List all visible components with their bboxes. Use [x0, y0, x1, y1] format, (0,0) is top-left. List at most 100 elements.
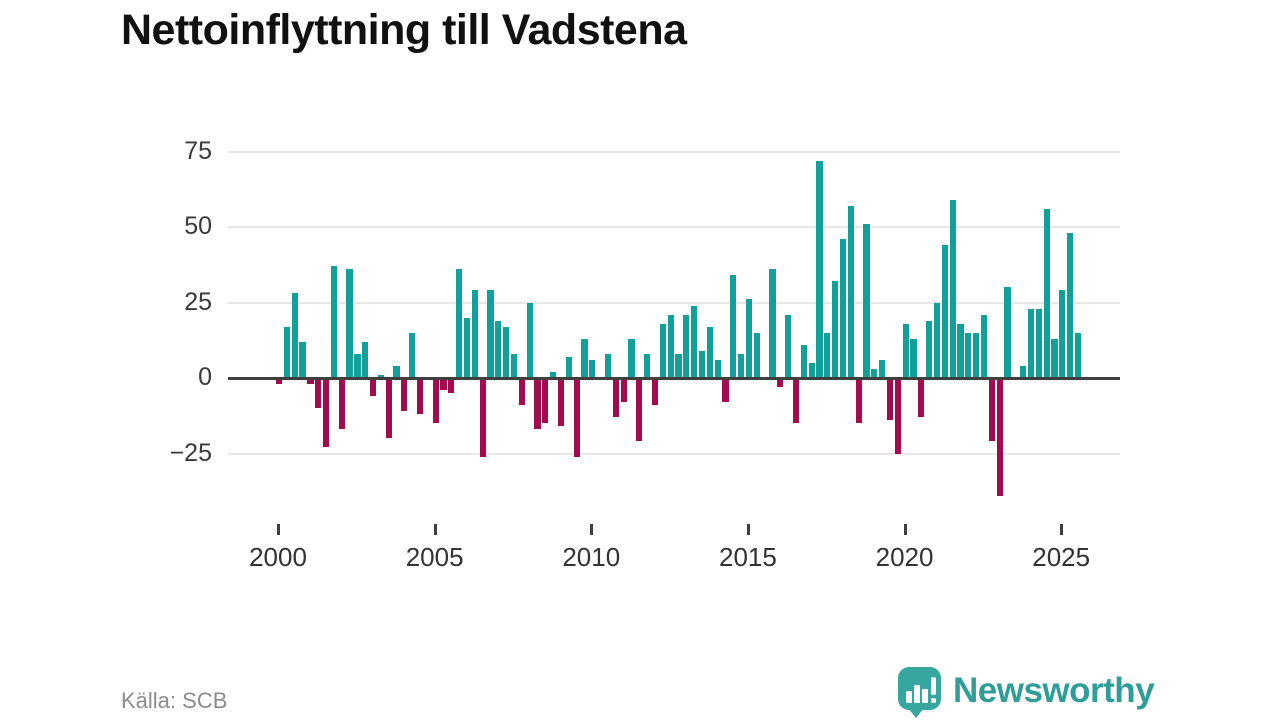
bar-2020-q4	[926, 320, 933, 378]
bar-2009-q3	[573, 378, 580, 457]
bar-2009-q2	[565, 356, 572, 378]
bar-2004-q3	[416, 378, 424, 415]
bar-2012-q2	[659, 323, 666, 378]
bar-2006-q4	[487, 290, 494, 378]
bar-2007-q2	[503, 326, 510, 378]
zero-axis-line	[228, 377, 1120, 380]
bar-2008-q1	[526, 302, 533, 378]
bar-2003-q2	[377, 374, 384, 378]
bar-2003-q4	[393, 365, 400, 378]
bar-2012-q1	[651, 378, 659, 406]
bar-2001-q1	[307, 378, 314, 385]
bar-2002-q1	[338, 378, 345, 430]
x-axis-tick-2005	[433, 524, 437, 535]
bar-2005-q2	[440, 378, 447, 391]
bar-2006-q3	[479, 378, 486, 457]
chart-title: Nettoinflyttning till Vadstena	[121, 6, 687, 54]
bar-2024-q4	[1051, 338, 1058, 378]
bar-2015-q2	[753, 332, 760, 378]
bar-2022-q1	[965, 332, 972, 378]
bar-2020-q1	[902, 323, 909, 378]
y-axis-label--25: −25	[169, 438, 212, 467]
x-axis-tick-2025	[1060, 524, 1064, 535]
bar-2013-q3	[698, 350, 706, 378]
bar-2000-q1	[276, 378, 283, 385]
bar-2021-q1	[933, 302, 941, 378]
bar-2020-q2	[910, 338, 917, 378]
bar-2008-q3	[542, 378, 549, 424]
bar-2001-q2	[315, 378, 322, 409]
bar-2018-q4	[863, 223, 870, 378]
bar-2005-q3	[448, 378, 455, 394]
bar-2019-q2	[879, 359, 886, 378]
bar-2019-q1	[871, 368, 878, 378]
bar-2000-q4	[299, 341, 306, 378]
logo-mini-bar-3	[922, 689, 928, 703]
x-axis-tick-2015	[746, 524, 750, 535]
source-attribution: Källa: SCB	[121, 688, 228, 713]
gridline-25	[228, 301, 1120, 304]
bar-2009-q4	[581, 338, 588, 378]
gridline-75	[228, 150, 1120, 153]
bar-2006-q1	[463, 317, 471, 378]
bar-2007-q4	[518, 378, 525, 406]
bar-2022-q3	[980, 314, 988, 378]
bar-2000-q2	[283, 326, 291, 378]
bar-2018-q3	[855, 378, 862, 424]
bar-2002-q3	[354, 353, 361, 378]
y-axis-label-25: 25	[184, 287, 212, 316]
bar-2015-q1	[745, 299, 753, 378]
gridline-50	[228, 226, 1120, 228]
bar-2013-q2	[691, 305, 698, 378]
bar-2006-q2	[471, 290, 478, 378]
bar-2002-q4	[362, 341, 369, 378]
bar-2011-q4	[644, 353, 651, 378]
x-axis-label-2020: 2020	[875, 542, 934, 572]
x-axis-label-2005: 2005	[405, 542, 464, 572]
logo-wordmark: Newsworthy	[953, 671, 1155, 710]
bar-2023-q4	[1020, 365, 1027, 378]
bar-2001-q4	[330, 266, 337, 378]
bar-2017-q3	[824, 332, 831, 378]
x-axis-label-2010: 2010	[562, 542, 621, 572]
bar-2011-q3	[636, 378, 643, 442]
gridline--25	[228, 452, 1120, 455]
y-axis-label-75: 75	[184, 136, 212, 165]
x-axis-label-2025: 2025	[1032, 542, 1091, 572]
bar-2004-q1	[401, 378, 408, 412]
bar-2021-q4	[957, 323, 964, 378]
bar-2019-q4	[894, 378, 901, 454]
bar-2011-q1	[620, 378, 627, 403]
bar-2013-q1	[683, 314, 690, 378]
bar-2012-q4	[675, 353, 682, 378]
x-axis-tick-2020	[903, 524, 907, 535]
bar-2022-q4	[988, 378, 995, 442]
bar-2009-q1	[557, 378, 565, 427]
bar-2014-q2	[722, 378, 729, 403]
bar-2019-q3	[886, 378, 894, 421]
bar-2007-q3	[510, 353, 518, 378]
x-axis-tick-2000	[277, 524, 280, 535]
x-axis-label-2000: 2000	[249, 542, 307, 572]
bar-2015-q4	[769, 269, 776, 378]
bar-2012-q3	[667, 314, 674, 378]
bar-2010-q3	[604, 353, 612, 378]
bar-2014-q3	[730, 275, 737, 378]
logo-exclamation-icon	[931, 677, 936, 695]
bar-2014-q1	[714, 359, 721, 378]
bar-2017-q2	[816, 160, 823, 378]
bar-2020-q3	[918, 378, 925, 418]
y-axis-label-0: 0	[198, 363, 212, 391]
x-axis-tick-2010	[590, 524, 594, 535]
bar-2021-q3	[949, 199, 956, 378]
x-axis-label-2015: 2015	[718, 542, 777, 572]
bar-2002-q2	[346, 269, 353, 378]
bar-2024-q2	[1035, 308, 1042, 378]
bar-2025-q3	[1074, 332, 1082, 378]
bar-2008-q2	[534, 378, 541, 430]
y-axis-label-50: 50	[184, 212, 212, 240]
bar-2017-q4	[832, 281, 839, 378]
bar-2016-q4	[800, 344, 807, 378]
speech-bubble-tail	[908, 708, 924, 718]
bar-2017-q1	[808, 362, 815, 378]
